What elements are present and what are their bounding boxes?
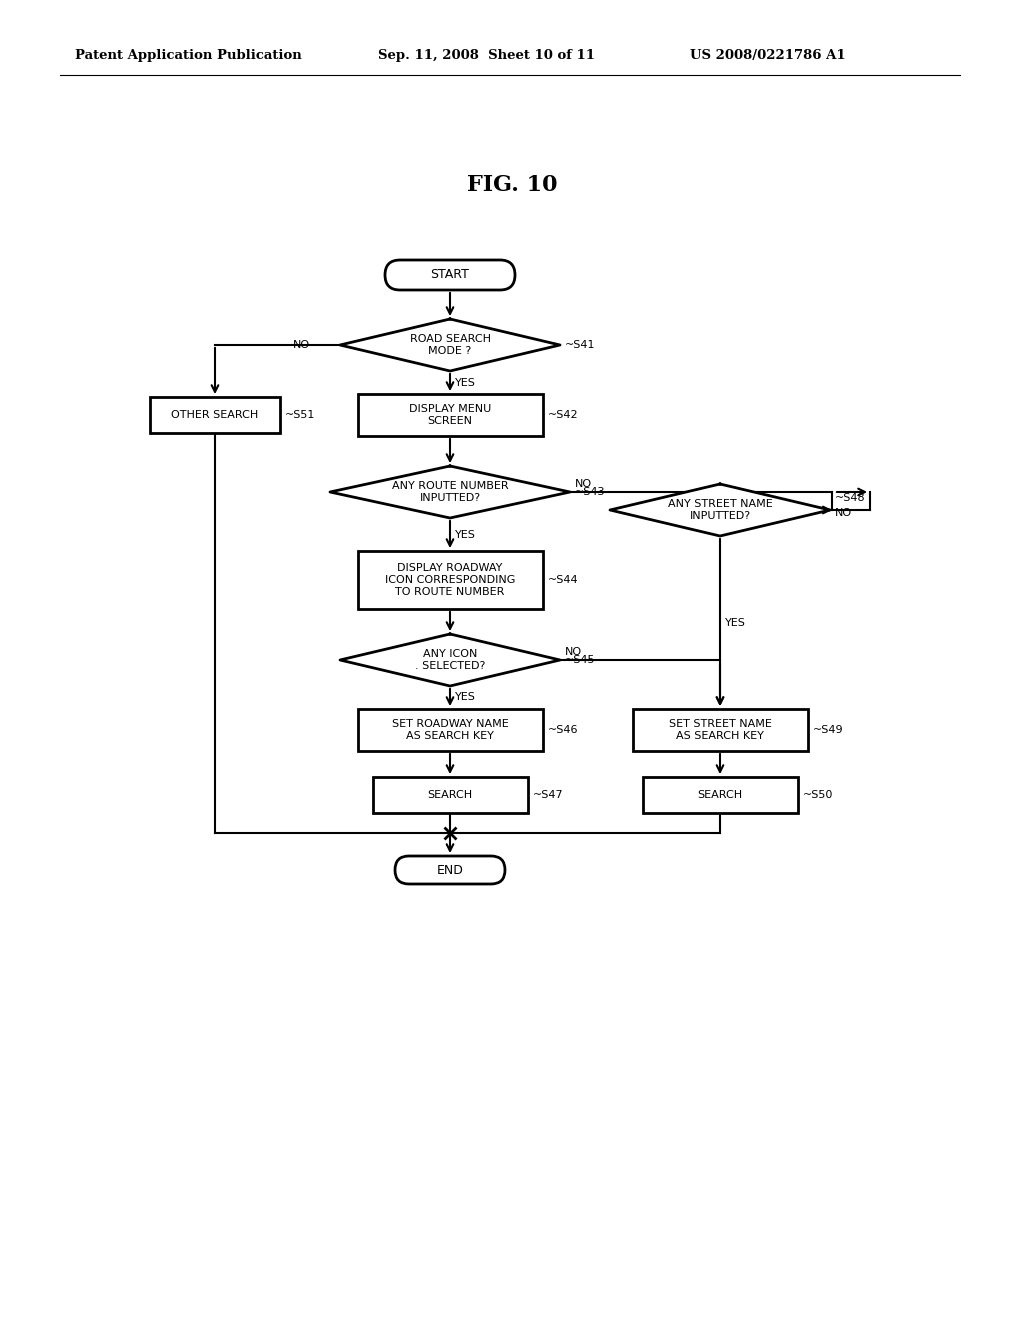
Polygon shape — [610, 484, 830, 536]
Text: YES: YES — [725, 618, 745, 627]
Text: ~S50: ~S50 — [803, 789, 833, 800]
Text: YES: YES — [455, 529, 476, 540]
Text: SEARCH: SEARCH — [427, 789, 472, 800]
Bar — [150, 397, 280, 433]
Text: ~S42: ~S42 — [548, 411, 579, 420]
Text: YES: YES — [455, 693, 476, 702]
Text: ~S48: ~S48 — [835, 492, 865, 503]
Text: DISPLAY MENU
SCREEN: DISPLAY MENU SCREEN — [409, 404, 492, 426]
Text: END: END — [436, 863, 464, 876]
Text: OTHER SEARCH: OTHER SEARCH — [171, 411, 259, 420]
Text: ~S45: ~S45 — [565, 655, 596, 665]
Text: SET ROADWAY NAME
AS SEARCH KEY: SET ROADWAY NAME AS SEARCH KEY — [391, 719, 508, 741]
Text: ANY STREET NAME
INPUTTED?: ANY STREET NAME INPUTTED? — [668, 499, 772, 521]
Polygon shape — [340, 319, 560, 371]
Text: NO: NO — [575, 479, 592, 488]
Bar — [373, 777, 527, 813]
Text: ~S43: ~S43 — [575, 487, 605, 498]
Text: ~S47: ~S47 — [532, 789, 563, 800]
Text: ~S46: ~S46 — [548, 725, 578, 735]
Text: SEARCH: SEARCH — [697, 789, 742, 800]
Bar — [633, 709, 808, 751]
Polygon shape — [330, 466, 570, 517]
Text: START: START — [430, 268, 469, 281]
Text: ANY ROUTE NUMBER
INPUTTED?: ANY ROUTE NUMBER INPUTTED? — [392, 482, 508, 503]
Text: ROAD SEARCH
MODE ?: ROAD SEARCH MODE ? — [410, 334, 490, 356]
Bar — [357, 393, 543, 436]
Text: Patent Application Publication: Patent Application Publication — [75, 49, 302, 62]
Text: Sep. 11, 2008  Sheet 10 of 11: Sep. 11, 2008 Sheet 10 of 11 — [378, 49, 595, 62]
Text: ~S41: ~S41 — [565, 341, 596, 350]
Bar — [357, 709, 543, 751]
Bar — [357, 550, 543, 609]
FancyBboxPatch shape — [395, 855, 505, 884]
FancyBboxPatch shape — [385, 260, 515, 290]
Text: ANY ICON
. SELECTED?: ANY ICON . SELECTED? — [415, 649, 485, 671]
Text: ~S44: ~S44 — [548, 576, 579, 585]
Bar — [642, 777, 798, 813]
Text: SET STREET NAME
AS SEARCH KEY: SET STREET NAME AS SEARCH KEY — [669, 719, 771, 741]
Text: FIG. 10: FIG. 10 — [467, 174, 557, 195]
Text: NO: NO — [565, 647, 582, 657]
Text: ~S49: ~S49 — [812, 725, 843, 735]
Text: NO: NO — [835, 508, 852, 517]
Text: US 2008/0221786 A1: US 2008/0221786 A1 — [690, 49, 846, 62]
Text: NO: NO — [293, 341, 310, 350]
Text: YES: YES — [455, 378, 476, 388]
Polygon shape — [340, 634, 560, 686]
Text: ~S51: ~S51 — [285, 411, 315, 420]
Text: DISPLAY ROADWAY
ICON CORRESPONDING
TO ROUTE NUMBER: DISPLAY ROADWAY ICON CORRESPONDING TO RO… — [385, 564, 515, 597]
